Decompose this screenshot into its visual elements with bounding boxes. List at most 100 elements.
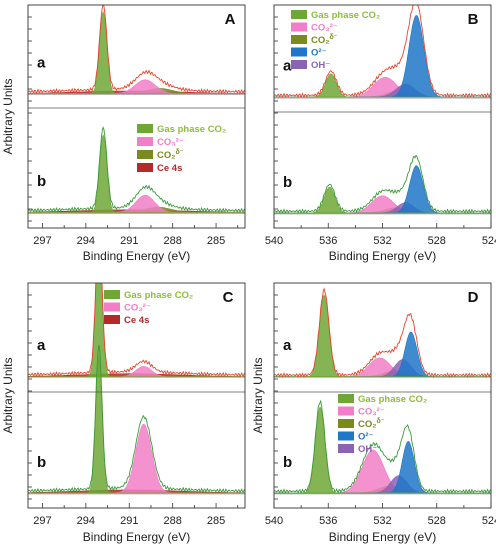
spectrum-label: b (283, 454, 292, 471)
legend: Gas phase CO₂ CO₃²⁻CO₂δ⁻ O²⁻OH⁻ (291, 10, 380, 71)
peak-gas-phase-co (28, 283, 245, 377)
spectrum-b (28, 344, 245, 495)
spectrum-label: a (283, 337, 292, 354)
peak-co (28, 423, 245, 494)
x-tick-label: 291 (120, 515, 138, 527)
panel-letter: B (468, 11, 479, 28)
legend-label-o: O²⁻ (311, 48, 327, 59)
legend-label-oh: OH⁻ (311, 60, 330, 71)
peak-gas-phase-co (28, 134, 245, 213)
x-tick-label: 294 (77, 515, 95, 527)
spectrum-label: a (37, 337, 46, 354)
legend: Gas phase CO₂ CO₃²⁻CO₂δ⁻ Ce 4s (137, 124, 226, 174)
legend-swatch-co (291, 22, 307, 32)
envelope-line (28, 344, 245, 494)
envelope-line (28, 5, 245, 95)
panel-letter: A (225, 11, 236, 28)
plot-area (28, 283, 245, 495)
spectrum-label: b (37, 454, 46, 471)
x-tick-label: 291 (120, 235, 138, 247)
x-axis-label: Binding Energy (eV) (83, 530, 190, 544)
spectrum-a (274, 5, 491, 99)
panel-b: a b 540 536 532 528 524 Binding Energy (eV) B Gas… (265, 4, 496, 263)
legend-label-co: CO₂δ⁻ (358, 418, 385, 430)
peak-co (274, 76, 491, 98)
legend-swatch-gas-phase-co (291, 10, 307, 19)
spectrum-label: a (283, 57, 292, 74)
envelope-line (274, 5, 491, 99)
spectrum-label: b (283, 174, 292, 191)
legend-label-co: CO₃²⁻ (157, 137, 184, 148)
legend-swatch-o (291, 47, 307, 57)
panel-d: a b 540 536 532 528 524 Binding Energy (eV) Arbi… (251, 282, 496, 544)
legend-swatch-co (338, 406, 354, 416)
legend-swatch-co (291, 35, 307, 44)
legend-label-gas-phase-co: Gas phase CO₂ (124, 290, 193, 301)
spectrum-b (28, 125, 245, 214)
spectrum-b (274, 399, 491, 495)
legend-label-gas-phase-co: Gas phase CO₂ (311, 10, 380, 21)
x-tick-label: 528 (428, 515, 446, 527)
legend-label-co: CO₃²⁻ (124, 303, 151, 314)
x-tick-label: 288 (163, 515, 181, 527)
panel-letter: C (223, 289, 234, 306)
legend: Gas phase CO₂ CO₃²⁻Ce 4s (104, 290, 193, 326)
legend-swatch-oh (338, 444, 354, 453)
y-axis-label: Arbitrary Units (1, 357, 15, 433)
legend-label-o: O²⁻ (358, 432, 374, 443)
peak-co (274, 195, 491, 214)
plot-area (28, 5, 245, 214)
legend-swatch-o (338, 431, 354, 441)
legend-swatch-ce-4s (137, 163, 153, 172)
spectrum-a (28, 5, 245, 95)
x-tick-label: 528 (428, 235, 446, 247)
legend-label-co: CO₃²⁻ (358, 407, 385, 418)
legend-label-oh: OH⁻ (358, 444, 377, 455)
plot-frame (27, 282, 246, 509)
plot-area (274, 5, 491, 215)
legend-swatch-gas-phase-co (137, 124, 153, 133)
legend-label-co: CO₂δ⁻ (311, 34, 338, 46)
x-tick-label: 297 (33, 515, 51, 527)
peak-gas-phase-co (274, 294, 491, 377)
peak-gas-phase-co (274, 186, 491, 214)
x-axis-label: Binding Energy (eV) (329, 249, 436, 263)
spectrum-a (28, 283, 245, 379)
x-tick-label: 536 (319, 235, 337, 247)
legend-swatch-gas-phase-co (338, 394, 354, 403)
peak-gas-phase-co (28, 355, 245, 494)
x-tick-label: 524 (482, 235, 496, 247)
x-tick-label: 536 (319, 515, 337, 527)
legend-swatch-co (104, 302, 120, 312)
panel-letter: D (468, 289, 479, 306)
peak-gas-phase-co (28, 11, 245, 94)
spectrum-label: a (37, 54, 46, 71)
legend-label-gas-phase-co: Gas phase CO₂ (157, 124, 226, 135)
envelope-line (274, 155, 491, 215)
legend: Gas phase CO₂ CO₃²⁻CO₂δ⁻ O²⁻OH⁻ (338, 394, 427, 455)
legend-swatch-co (338, 419, 354, 428)
x-tick-label: 288 (163, 235, 181, 247)
x-axis-label: Binding Energy (eV) (329, 530, 436, 544)
peak-co (274, 357, 491, 377)
x-tick-label: 297 (33, 235, 51, 247)
legend-swatch-oh (291, 60, 307, 69)
spectrum-b (274, 155, 491, 215)
spectrum-a (274, 287, 491, 379)
x-tick-label: 294 (77, 235, 95, 247)
envelope-line (28, 125, 245, 214)
x-tick-label: 285 (207, 235, 225, 247)
spectrum-label: b (37, 173, 46, 190)
plot-area (274, 287, 491, 495)
envelope-line (28, 283, 245, 378)
legend-swatch-co (137, 137, 153, 146)
plot-frame (27, 4, 246, 229)
x-tick-label: 532 (373, 515, 391, 527)
y-axis-label: Arbitrary Units (1, 78, 15, 154)
envelope-line (274, 399, 491, 495)
legend-swatch-ce-4s (104, 315, 120, 324)
x-tick-label: 285 (207, 515, 225, 527)
x-tick-label: 532 (373, 235, 391, 247)
legend-label-gas-phase-co: Gas phase CO₂ (358, 394, 427, 405)
